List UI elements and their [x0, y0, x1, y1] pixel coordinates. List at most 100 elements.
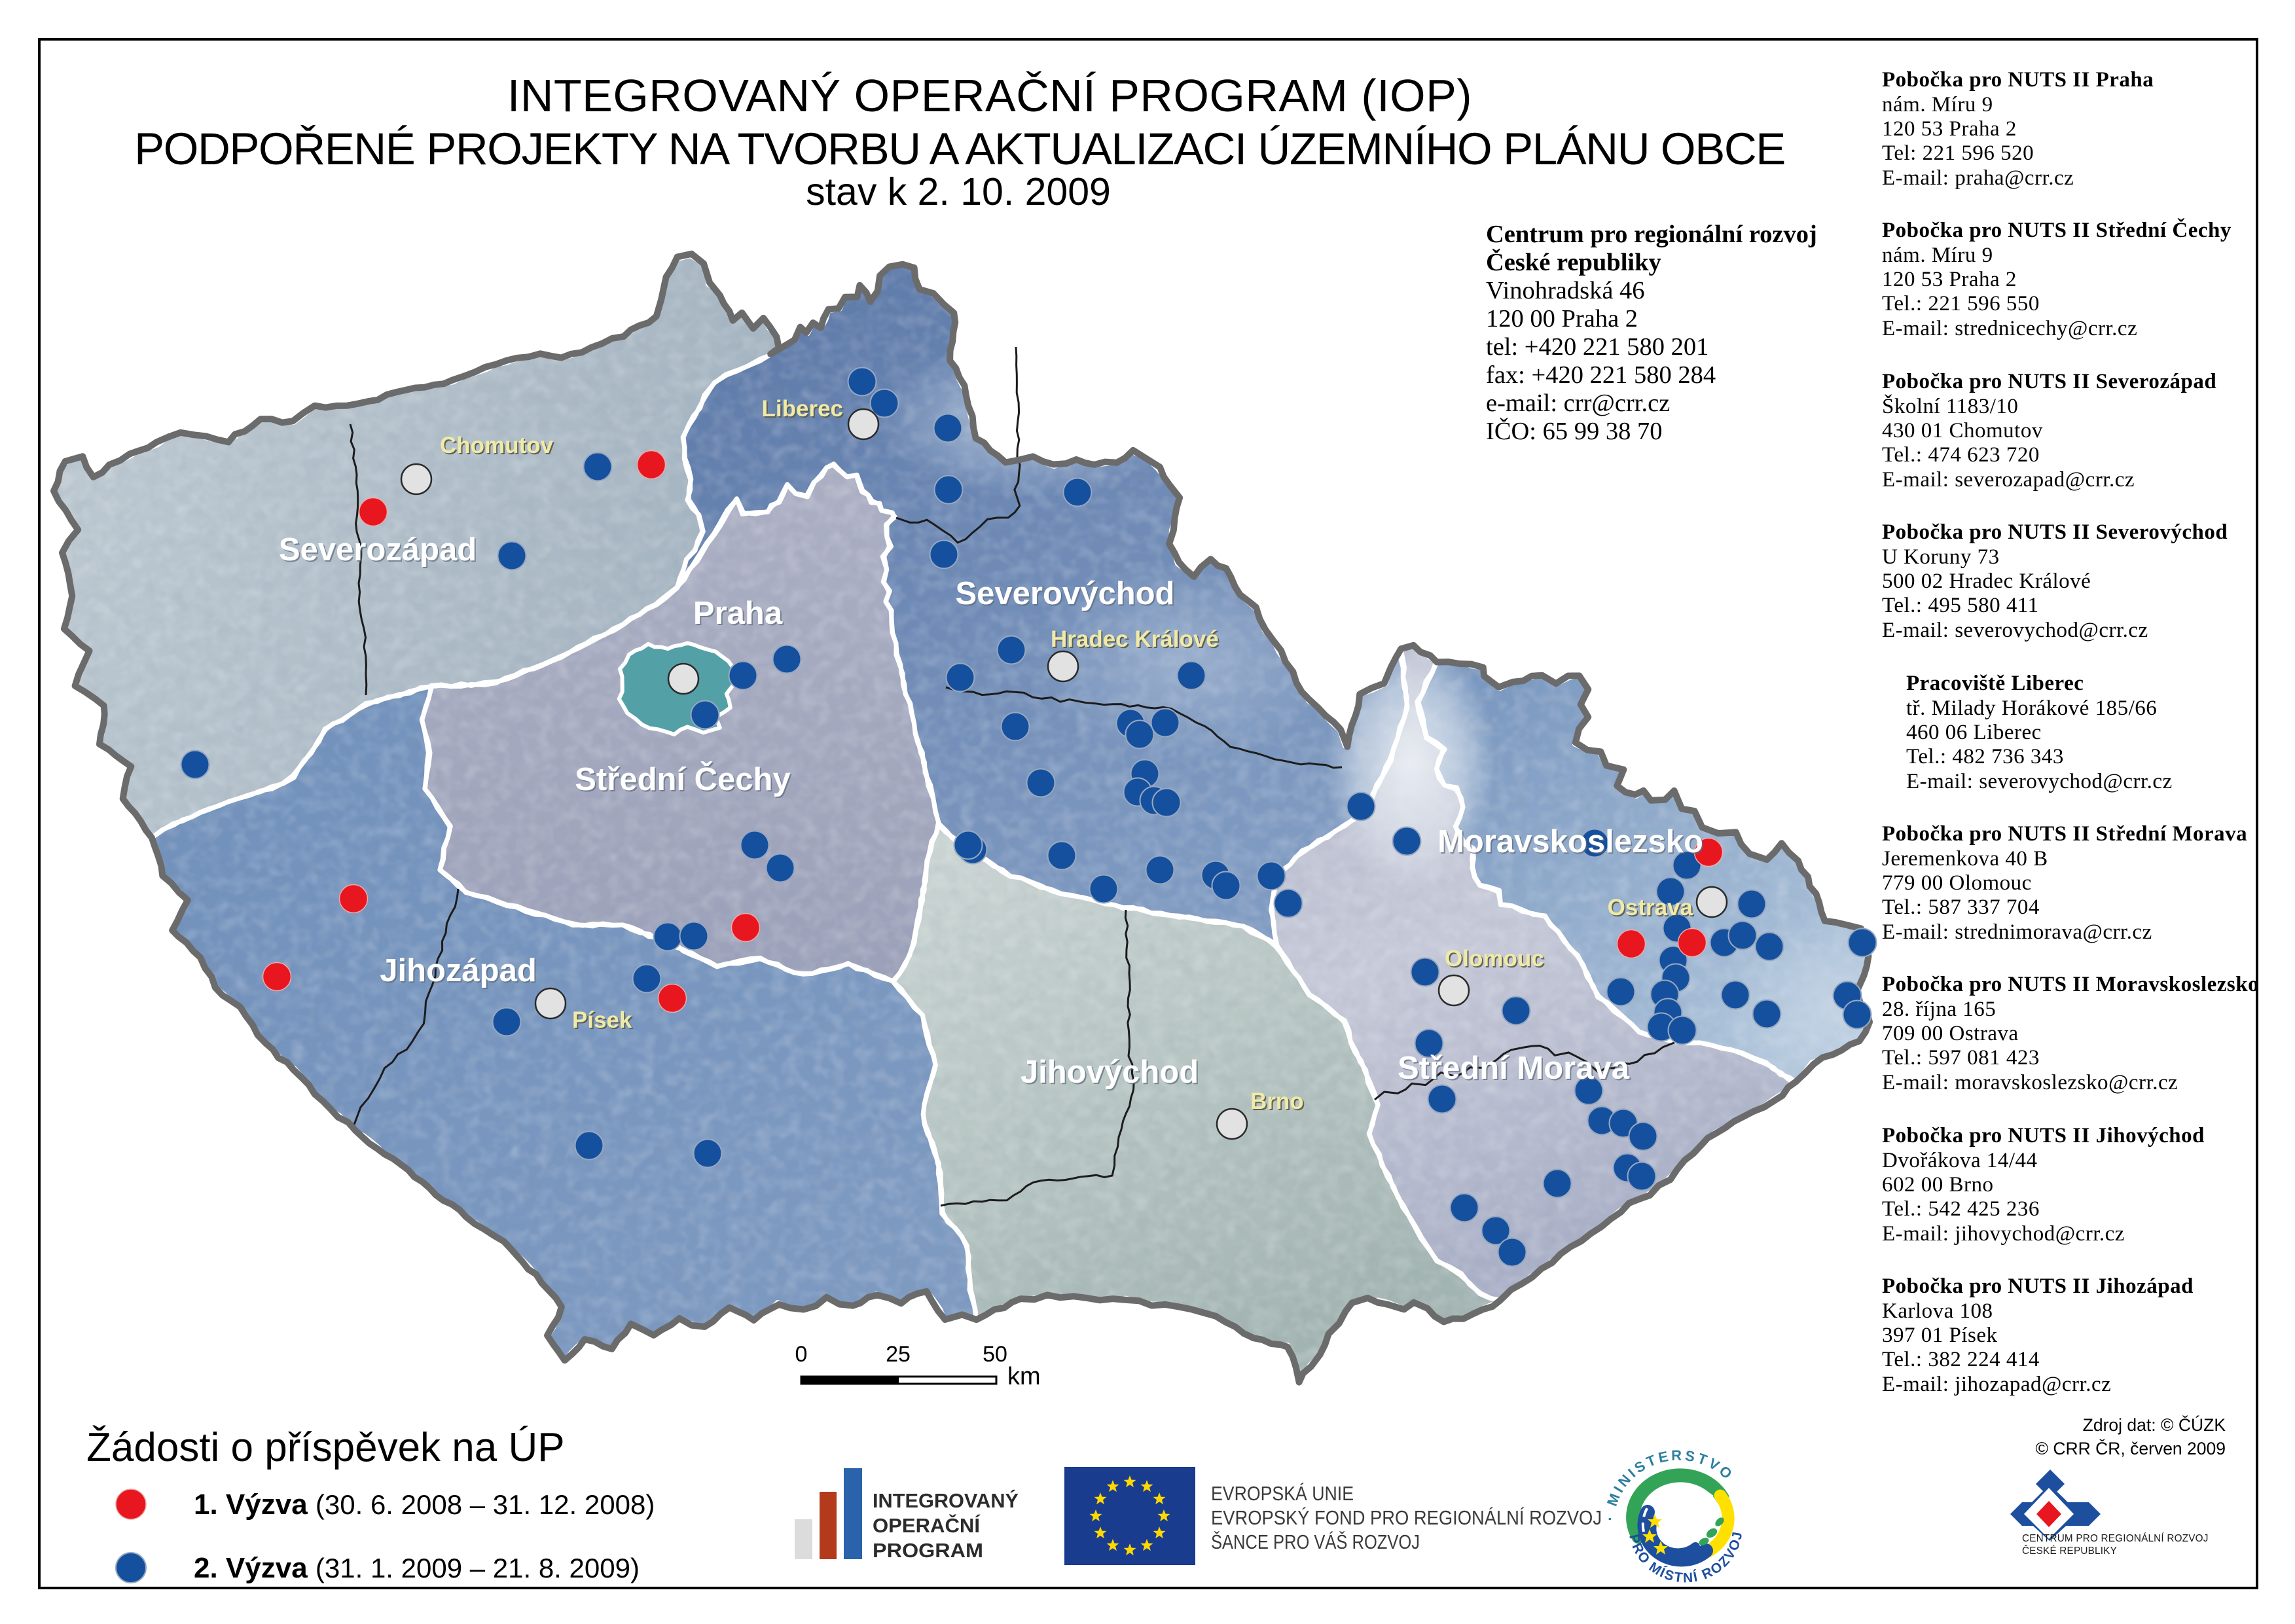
svg-text:Centrum pro regionální rozvoj: Centrum pro regionální rozvoj: [1486, 221, 1817, 248]
svg-text:Liberec: Liberec: [762, 396, 844, 422]
svg-text:INTEGROVANÝ: INTEGROVANÝ: [873, 1489, 1019, 1512]
svg-text:Liberec: Liberec: [763, 397, 845, 423]
svg-text:602 00 Brno: 602 00 Brno: [1882, 1173, 1994, 1197]
svg-text:Pobočka pro NUTS II Severozápa: Pobočka pro NUTS II Severozápad: [1882, 370, 2216, 393]
svg-text:Tel.: 542 425 236: Tel.: 542 425 236: [1882, 1197, 2040, 1221]
svg-text:Pobočka pro NUTS II Střední Mo: Pobočka pro NUTS II Střední Morava: [1882, 822, 2247, 846]
svg-text:E-mail: moravskoslezsko@crr.cz: E-mail: moravskoslezsko@crr.cz: [1882, 1071, 2178, 1094]
svg-text:397 01 Písek: 397 01 Písek: [1882, 1324, 1998, 1347]
svg-text:E-mail: strednicechy@crr.cz: E-mail: strednicechy@crr.cz: [1882, 317, 2137, 340]
svg-text:Tel.: 482 736 343: Tel.: 482 736 343: [1906, 745, 2064, 768]
svg-text:Střední Morava: Střední Morava: [1399, 1052, 1631, 1087]
svg-text:28. října 165: 28. října 165: [1882, 998, 1996, 1021]
svg-text:stav k 2. 10. 2009: stav k 2. 10. 2009: [806, 170, 1111, 213]
svg-text:Pobočka pro NUTS II Jihovýchod: Pobočka pro NUTS II Jihovýchod: [1882, 1124, 2205, 1147]
svg-text:Moravskoslezsko: Moravskoslezsko: [1439, 825, 1705, 861]
svg-text:120 00 Praha 2: 120 00 Praha 2: [1486, 305, 1638, 333]
svg-text:e-mail: crr@crr.cz: e-mail: crr@crr.cz: [1486, 389, 1670, 417]
svg-text:Jeremenkova 40 B: Jeremenkova 40 B: [1882, 847, 2048, 871]
svg-text:PODPOŘENÉ PROJEKTY NA TVORBU A: PODPOŘENÉ PROJEKTY NA TVORBU A AKTUALIZA…: [134, 124, 1785, 174]
svg-text:Pracoviště Liberec: Pracoviště Liberec: [1906, 672, 2084, 695]
svg-text:2. Výzva (31. 1. 2009 – 21. 8.: 2. Výzva (31. 1. 2009 – 21. 8. 2009): [194, 1552, 640, 1584]
svg-text:Tel.: 382 224 414: Tel.: 382 224 414: [1882, 1348, 2040, 1371]
svg-text:E-mail: strednimorava@crr.cz: E-mail: strednimorava@crr.cz: [1882, 920, 2152, 944]
svg-text:Jihozápad: Jihozápad: [380, 953, 537, 988]
svg-text:Tel.: 474 623 720: Tel.: 474 623 720: [1882, 443, 2040, 467]
svg-text:tř. Milady Horákové 185/66: tř. Milady Horákové 185/66: [1906, 696, 2157, 720]
svg-text:Olomouc: Olomouc: [1445, 946, 1544, 971]
svg-text:EVROPSKÁ UNIE: EVROPSKÁ UNIE: [1211, 1482, 1354, 1505]
svg-text:EVROPSKÝ FOND PRO REGIONÁLNÍ R: EVROPSKÝ FOND PRO REGIONÁLNÍ ROZVOJ: [1211, 1506, 1602, 1529]
svg-text:Praha: Praha: [693, 596, 783, 631]
svg-text:Brno: Brno: [1250, 1089, 1304, 1114]
svg-text:Jihozápad: Jihozápad: [381, 954, 538, 990]
svg-text:460 06 Liberec: 460 06 Liberec: [1906, 721, 2042, 744]
svg-text:ŠANCE PRO VÁŠ ROZVOJ: ŠANCE PRO VÁŠ ROZVOJ: [1211, 1530, 1420, 1553]
svg-text:50: 50: [983, 1342, 1007, 1367]
svg-text:tel: +420 221 580 201: tel: +420 221 580 201: [1486, 333, 1708, 361]
svg-text:E-mail: severovychod@crr.cz: E-mail: severovychod@crr.cz: [1906, 770, 2173, 793]
svg-text:Ostrava: Ostrava: [1609, 896, 1695, 922]
svg-text:709 00 Ostrava: 709 00 Ostrava: [1882, 1022, 2019, 1045]
svg-text:E-mail: severozapad@crr.cz: E-mail: severozapad@crr.cz: [1882, 468, 2135, 492]
svg-text:OPERAČNÍ: OPERAČNÍ: [873, 1513, 981, 1537]
svg-text:Chomutov: Chomutov: [441, 434, 555, 460]
svg-text:Tel: 221 596 520: Tel: 221 596 520: [1882, 141, 2034, 165]
svg-text:Pobočka pro NUTS II Střední Če: Pobočka pro NUTS II Střední Čechy: [1882, 217, 2232, 242]
svg-text:Jihovýchod: Jihovýchod: [1021, 1055, 1199, 1090]
svg-text:fax: +420 221 580 284: fax: +420 221 580 284: [1486, 361, 1716, 389]
svg-text:E-mail: praha@crr.cz: E-mail: praha@crr.cz: [1882, 166, 2074, 190]
svg-text:Karlova 108: Karlova 108: [1882, 1299, 1993, 1323]
svg-text:25: 25: [886, 1342, 911, 1367]
svg-text:Brno: Brno: [1252, 1090, 1305, 1115]
svg-text:1. Výzva (30. 6. 2008 – 31. 12: 1. Výzva (30. 6. 2008 – 31. 12. 2008): [194, 1489, 655, 1521]
svg-text:České republiky: České republiky: [1486, 248, 1661, 276]
svg-text:Chomutov: Chomutov: [440, 433, 554, 458]
svg-text:E-mail: severovychod@crr.cz: E-mail: severovychod@crr.cz: [1882, 619, 2148, 642]
svg-text:Střední Čechy: Střední Čechy: [575, 761, 790, 797]
svg-text:Pobočka pro NUTS II Praha: Pobočka pro NUTS II Praha: [1882, 68, 2154, 92]
svg-text:Severozápad: Severozápad: [280, 533, 478, 569]
svg-text:Ostrava: Ostrava: [1608, 895, 1693, 920]
svg-text:U Koruny 73: U Koruny 73: [1882, 545, 2000, 569]
svg-text:ČESKÉ REPUBLIKY: ČESKÉ REPUBLIKY: [2022, 1545, 2117, 1557]
svg-text:INTEGROVANÝ OPERAČNÍ PROGRAM (: INTEGROVANÝ OPERAČNÍ PROGRAM (IOP): [507, 70, 1472, 121]
svg-text:Písek: Písek: [573, 1009, 634, 1034]
svg-text:500 02 Hradec Králové: 500 02 Hradec Králové: [1882, 569, 2091, 593]
svg-text:E-mail: jihozapad@crr.cz: E-mail: jihozapad@crr.cz: [1882, 1373, 2111, 1396]
svg-text:Střední Čechy: Střední Čechy: [576, 763, 791, 799]
svg-text:Tel.: 221 596 550: Tel.: 221 596 550: [1882, 292, 2040, 316]
svg-text:Dvořákova 14/44: Dvořákova 14/44: [1882, 1149, 2038, 1172]
svg-text:Moravskoslezsko: Moravskoslezsko: [1437, 824, 1703, 859]
svg-text:120 53 Praha 2: 120 53 Praha 2: [1882, 268, 2017, 291]
svg-text:Tel.: 495 580 411: Tel.: 495 580 411: [1882, 594, 2039, 617]
svg-text:Olomouc: Olomouc: [1446, 947, 1545, 973]
svg-text:Zdroj dat: © ČÚZK: Zdroj dat: © ČÚZK: [2083, 1415, 2226, 1435]
svg-text:Pobočka pro NUTS II Moravskosl: Pobočka pro NUTS II Moravskoslezsko: [1882, 973, 2259, 996]
svg-text:nám. Míru 9: nám. Míru 9: [1882, 244, 1993, 267]
svg-text:Severozápad: Severozápad: [279, 532, 477, 568]
svg-text:E-mail: jihovychod@crr.cz: E-mail: jihovychod@crr.cz: [1882, 1222, 2125, 1246]
svg-text:0: 0: [795, 1342, 808, 1367]
svg-text:Pobočka pro NUTS II Jihozápad: Pobočka pro NUTS II Jihozápad: [1882, 1274, 2194, 1298]
svg-text:Tel.: 587 337 704: Tel.: 587 337 704: [1882, 895, 2040, 919]
svg-text:779 00 Olomouc: 779 00 Olomouc: [1882, 871, 2032, 895]
svg-text:120 53 Praha 2: 120 53 Praha 2: [1882, 117, 2017, 141]
svg-text:PROGRAM: PROGRAM: [873, 1539, 983, 1562]
svg-text:Vinohradská 46: Vinohradská 46: [1486, 277, 1645, 304]
svg-text:Písek: Písek: [572, 1007, 632, 1033]
svg-text:Praha: Praha: [695, 597, 784, 632]
svg-text:Střední Morava: Střední Morava: [1398, 1051, 1630, 1086]
svg-text:Severovýchod: Severovýchod: [956, 576, 1175, 611]
svg-text:nám. Míru 9: nám. Míru 9: [1882, 93, 1993, 117]
svg-text:Pobočka pro NUTS II Severových: Pobočka pro NUTS II Severovýchod: [1882, 520, 2228, 544]
svg-text:km: km: [1007, 1363, 1041, 1390]
svg-text:IČO: 65 99 38 70: IČO: 65 99 38 70: [1486, 418, 1663, 445]
svg-text:Severovýchod: Severovýchod: [957, 577, 1176, 613]
svg-text:Žádosti o příspěvek na ÚP: Žádosti o příspěvek na ÚP: [86, 1425, 565, 1470]
svg-text:© CRR ČR, červen 2009: © CRR ČR, červen 2009: [2035, 1439, 2226, 1458]
svg-text:Hradec Králové: Hradec Králové: [1051, 626, 1219, 652]
svg-text:CENTRUM PRO REGIONÁLNÍ ROZVOJ: CENTRUM PRO REGIONÁLNÍ ROZVOJ: [2022, 1533, 2209, 1544]
svg-text:Tel.: 597 081 423: Tel.: 597 081 423: [1882, 1046, 2040, 1070]
svg-text:Hradec Králové: Hradec Králové: [1052, 628, 1220, 653]
